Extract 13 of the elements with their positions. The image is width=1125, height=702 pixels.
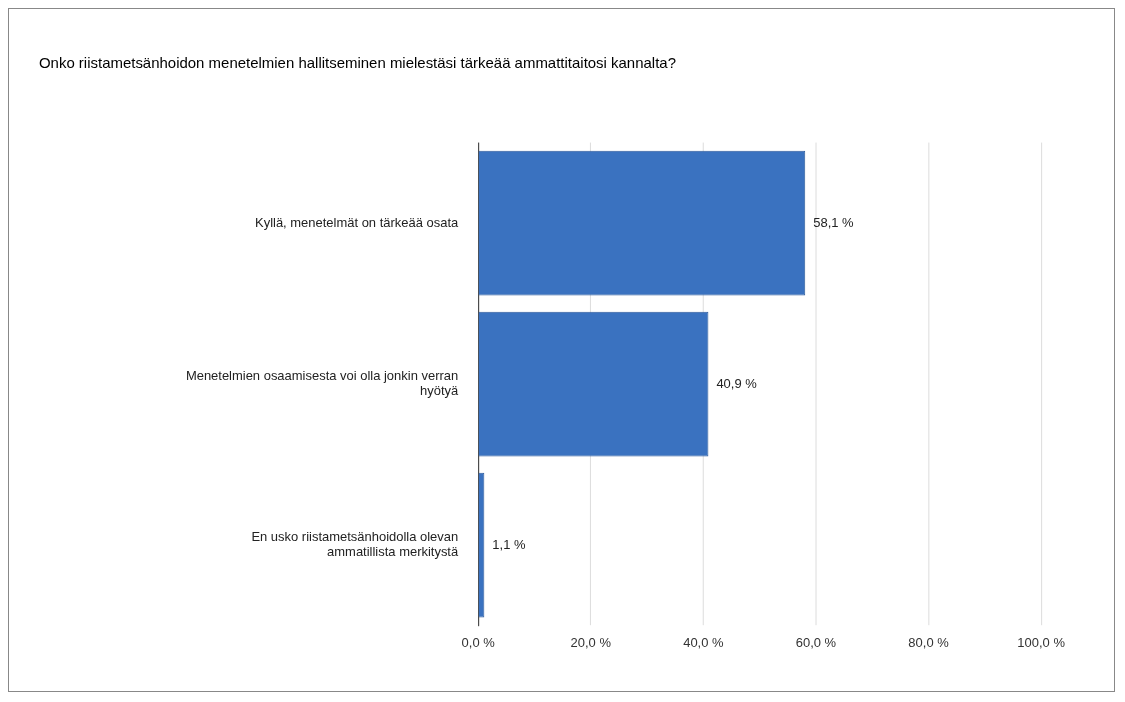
x-tick-label: 60,0 % <box>795 634 837 650</box>
y-tick-label: Kyllä, menetelmät on tärkeää osata <box>255 214 459 230</box>
x-tick-label: 80,0 % <box>908 634 950 650</box>
x-tick-label: 40,0 % <box>683 634 724 650</box>
x-tick-label: 0,0 % <box>461 634 496 650</box>
y-tick-label: En usko riistametsänhoidolla olevan ammatillista merkitystä <box>251 528 459 560</box>
x-tick-label: 20,0 % <box>570 634 612 650</box>
y-tick-label: Menetelmien osaamisesta voi olla jonkin verran hyötyä <box>185 367 459 399</box>
data-label: 40,9 % <box>716 375 758 391</box>
data-label: 1,1 % <box>492 536 526 552</box>
data-label: 58,1 % <box>813 214 855 230</box>
text: Onko riistametsänhoidon menetelmien hallitseminen mielestäsi tärkeää ammattitaitosi kannalta? <box>38 53 676 71</box>
x-tick-label: 100,0 % <box>1017 634 1066 650</box>
